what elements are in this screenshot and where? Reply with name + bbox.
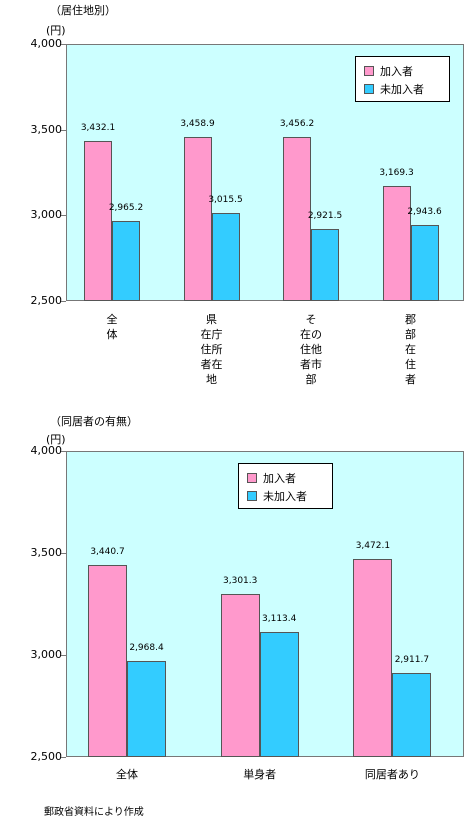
legend-item: 未加入者 [247,488,324,504]
x-tick-label: そ 在の 住他 者市 部 [300,313,322,386]
x-tick-label: 郡 部 在 住 者 [405,313,416,386]
legend-swatch [364,84,374,94]
bar-non-subscriber [112,221,140,301]
bar-non-subscriber [211,212,240,301]
legend-swatch [364,66,374,76]
data-label: 3,456.2 [279,119,315,130]
legend: 加入者 未加入者 [238,463,333,509]
bar-subscriber [84,141,112,301]
bar-subscriber [382,186,411,301]
bar-subscriber [220,593,260,757]
data-label: 3,169.3 [379,168,414,179]
x-tick-label: 県 在庁 住所 者在 地 [200,313,223,386]
data-label: 3,301.3 [223,575,258,586]
y-tick-mark [61,44,66,45]
legend-label: 未加入者 [263,490,307,503]
y-tick-mark [61,655,66,656]
y-tick-label: 3,500 [30,122,63,136]
y-tick-mark [61,215,66,217]
data-label: 2,921.5 [307,210,343,221]
data-label: 3,015.5 [208,194,243,205]
legend-swatch [247,491,257,501]
x-tick-label: 全 体 [106,313,118,341]
legend-label: 加入者 [263,472,296,485]
bar-non-subscriber [259,631,299,757]
x-tick-label: 全体 [116,768,138,781]
y-tick-mark [61,129,66,131]
y-unit-label: (円) [46,24,66,37]
y-tick-mark [61,757,66,758]
y-tick-mark [61,553,66,554]
x-tick-label: 同居者あり [364,768,420,781]
data-label: 3,458.9 [180,118,215,129]
data-label: 2,968.4 [129,643,164,654]
legend: 加入者 未加入者 [355,56,450,102]
x-tick-label: 単身者 [243,768,277,781]
bar-non-subscriber [127,661,166,757]
data-label: 3,472.1 [355,540,391,551]
bar-non-subscriber [392,673,432,757]
chart-title: （同居者の有無） [50,415,138,428]
data-label: 2,965.2 [108,203,144,214]
data-label: 2,943.6 [407,206,442,217]
y-tick-mark [61,451,66,452]
y-tick-label: 2,500 [30,750,63,763]
legend-item: 未加入者 [364,81,441,97]
data-label: 3,432.1 [80,123,116,134]
data-label: 3,113.4 [262,613,297,624]
bar-subscriber [283,137,311,301]
legend-swatch [247,473,257,483]
legend-item: 加入者 [247,470,324,486]
y-tick-label: 4,000 [30,444,63,457]
y-unit-label: (円) [46,433,66,446]
bar-subscriber [88,565,127,757]
legend-label: 加入者 [380,65,413,78]
data-label: 3,440.7 [90,547,125,558]
legend-label: 未加入者 [380,83,424,96]
bar-subscriber [353,558,393,757]
chart-title: （居住地別） [50,4,116,17]
legend-item: 加入者 [364,63,441,79]
y-tick-label: 3,000 [30,648,63,661]
bar-subscriber [183,136,212,301]
y-tick-mark [61,301,66,302]
bar-non-subscriber [410,224,439,301]
y-tick-label: 3,000 [30,208,63,222]
data-label: 2,911.7 [394,655,430,665]
y-tick-label: 4,000 [30,37,63,50]
bar-non-subscriber [311,228,339,301]
source-note: 郵政省資料により作成 [44,807,144,818]
y-tick-label: 2,500 [30,294,63,307]
y-tick-label: 3,500 [30,546,63,559]
